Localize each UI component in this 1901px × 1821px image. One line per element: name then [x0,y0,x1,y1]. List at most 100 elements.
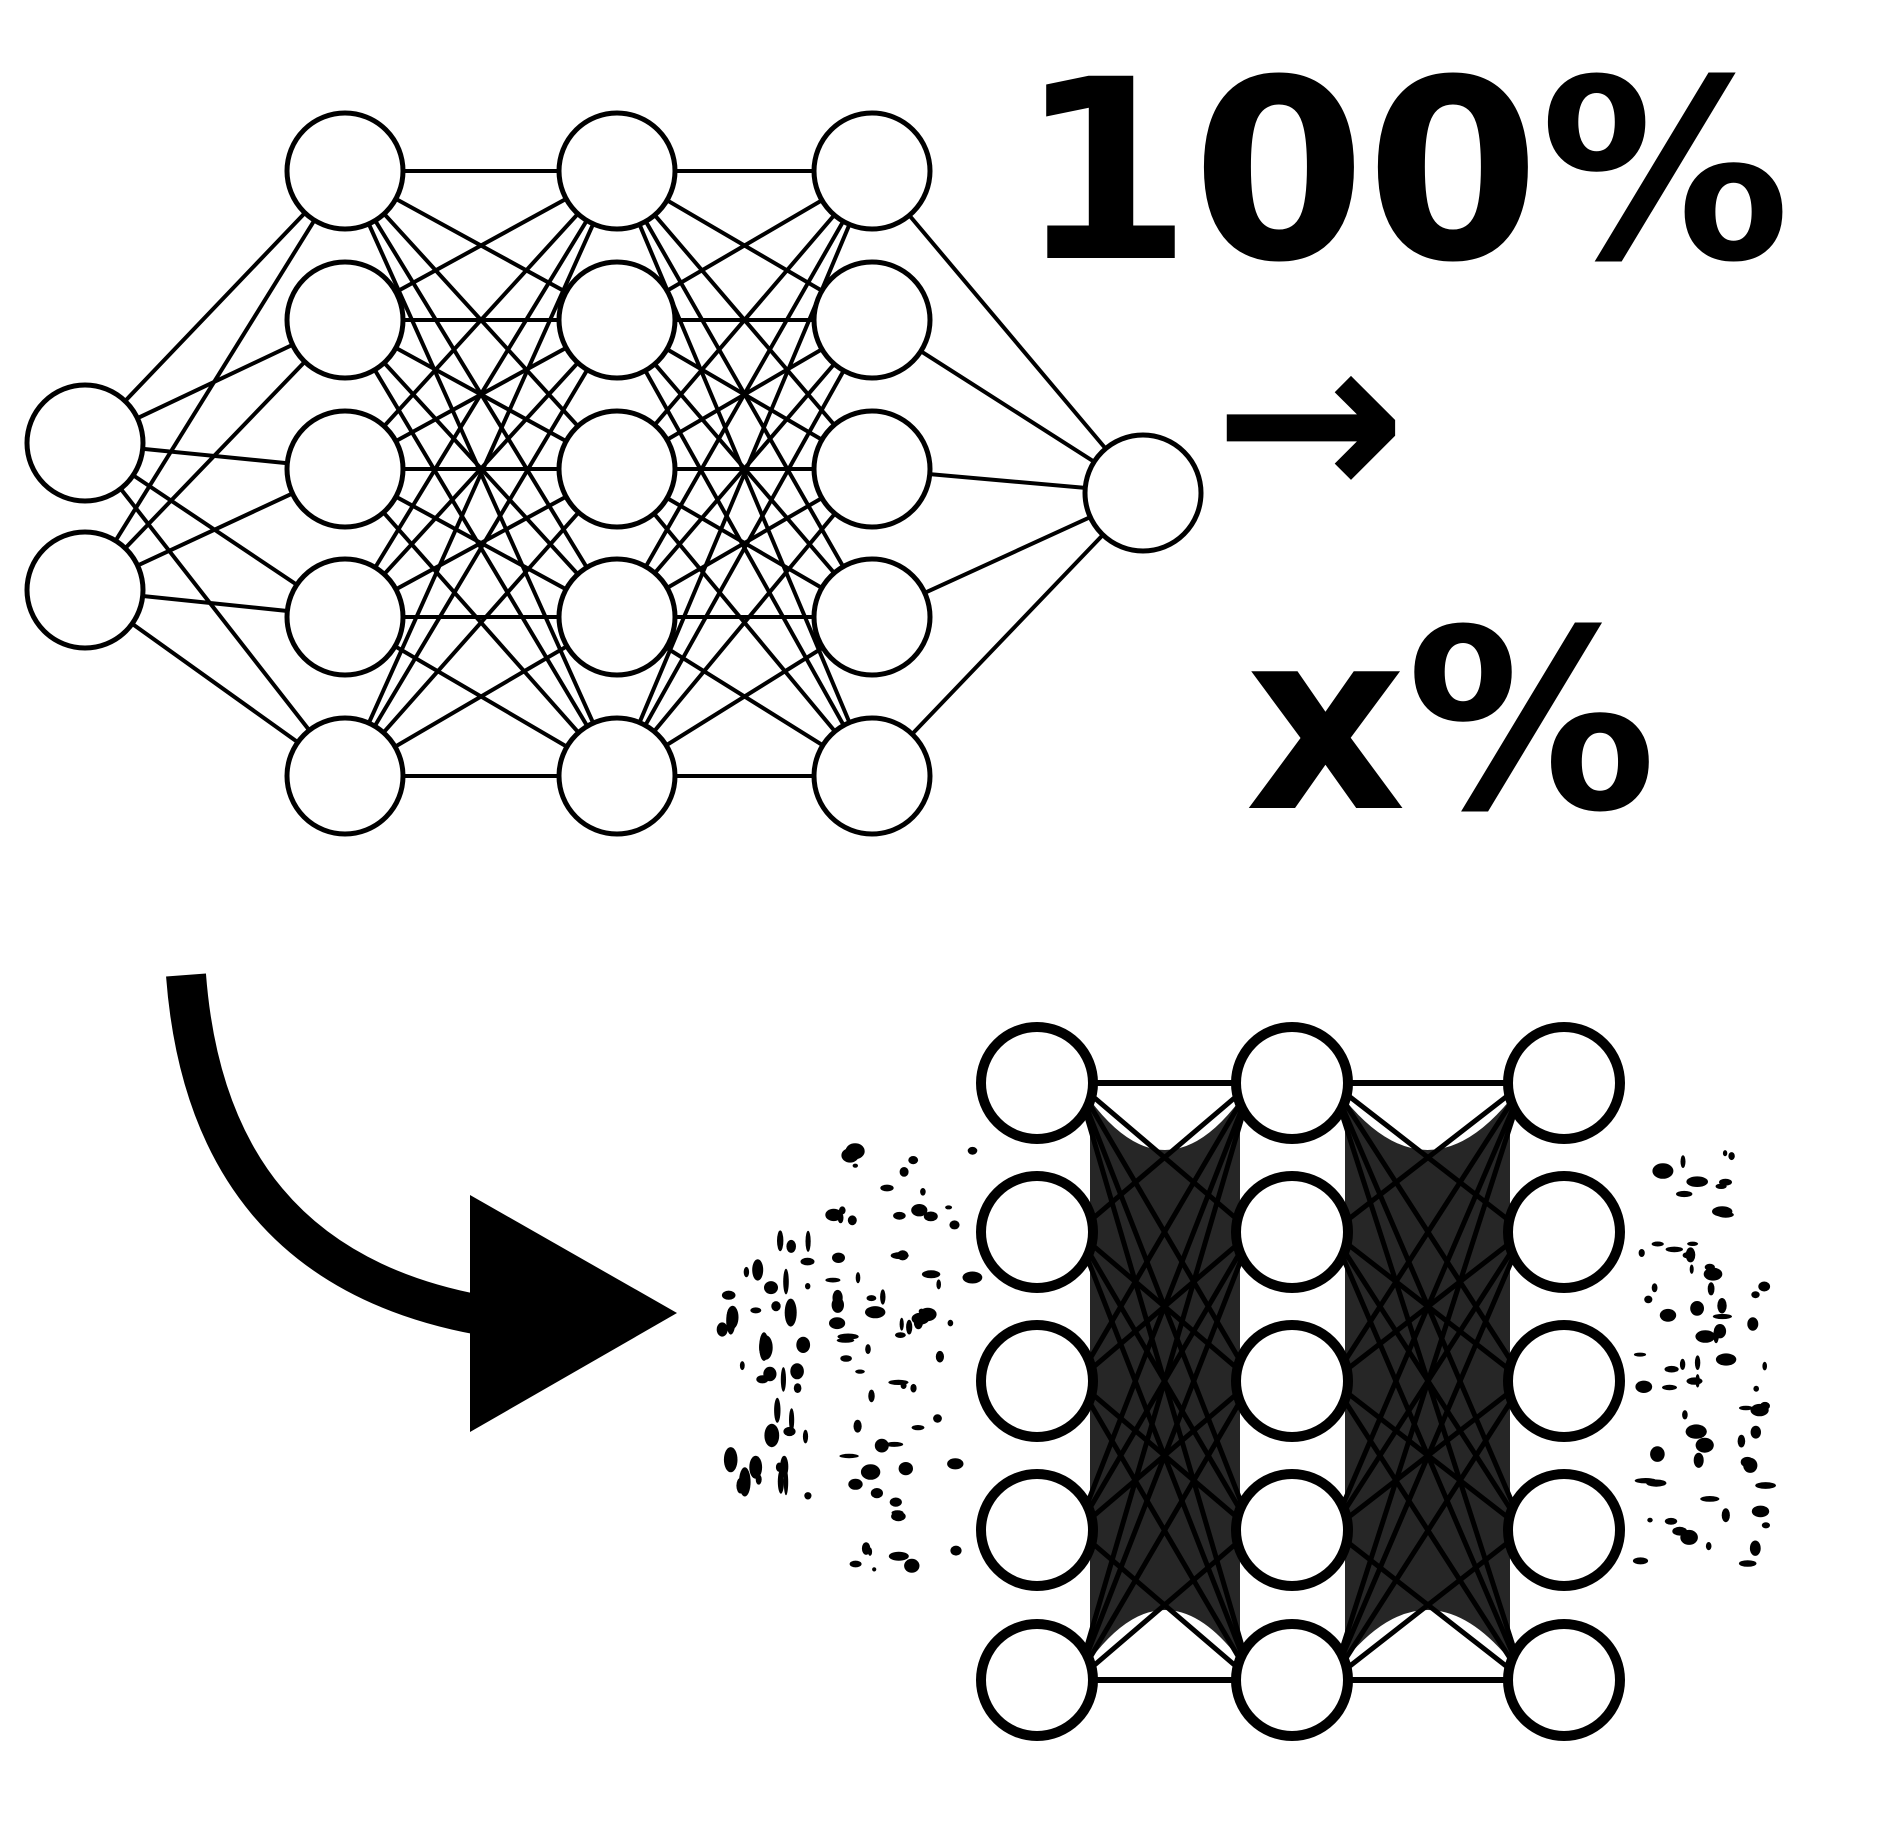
neuron-node [811,408,933,530]
noise-fragment [796,1336,811,1353]
noise-fragment [880,1184,894,1192]
noise-fragment [1695,1437,1714,1453]
noise-fragment [839,1453,859,1459]
noise-fragment [1680,1529,1698,1545]
noise-fragment [1761,1522,1770,1529]
neuron-node [976,1022,1098,1144]
noise-fragment [1638,1249,1645,1257]
noise-fragment [1662,1384,1677,1391]
noise-fragment [910,1383,917,1393]
noise-fragment [755,1474,762,1485]
neuron-node [1503,1619,1625,1741]
noise-fragment [777,1469,785,1494]
noise-fragment [805,1283,811,1290]
noise-fragment [1682,1410,1688,1420]
noise-fragment [1739,1405,1753,1411]
noise-fragment [933,1414,942,1423]
neuron-node [24,382,146,504]
neuron-node [1231,1320,1353,1442]
noise-fragment [1632,1557,1649,1565]
noise-fragment [1665,1246,1684,1253]
noise-fragment [1682,1252,1692,1259]
neuron-node [1231,1022,1353,1144]
noise-fragment [832,1289,843,1306]
neuron-node [556,715,678,837]
connection-line [870,169,1145,495]
noise-fragment [1679,1358,1686,1370]
neuron-node [976,1320,1098,1442]
noise-fragment [786,1239,796,1253]
noise-fragment [1728,1152,1735,1161]
neuron-node [976,1171,1098,1293]
noise-fragment [716,1322,728,1337]
noise-fragment [1686,1176,1708,1187]
neuron-node [1082,432,1204,554]
noise-fragment [802,1429,809,1444]
noise-fragment [1755,1482,1776,1489]
connection-line [343,467,619,778]
noise-fragment [895,1332,906,1338]
noise-fragment [1664,1365,1679,1373]
noise-fragment [911,1425,925,1431]
noise-fragment [1694,1355,1701,1370]
noise-fragment [950,1545,962,1556]
noise-fragment [1717,1298,1727,1314]
noise-fragment [849,1560,862,1568]
connection-line [615,170,874,777]
noise-fragment [852,1163,858,1168]
neuron-node [556,556,678,678]
noise-fragment [784,1298,797,1327]
noise-fragment [800,1257,815,1266]
noise-fragment [1680,1155,1686,1168]
noise-fragment [836,1338,855,1343]
noise-fragment [759,1332,769,1361]
neuron-node [976,1619,1098,1741]
neuron-node [284,556,406,678]
connection-bundle [1345,1100,1510,1660]
right-arrow-label: → [1214,288,1407,555]
noise-fragment [921,1270,941,1279]
noise-fragment [1695,1330,1716,1343]
noise-fragment [1651,1241,1664,1247]
noise-fragment [1685,1424,1707,1439]
noise-fragment [847,1215,857,1226]
connection-bundle [1090,1100,1240,1660]
noise-fragment [743,1266,750,1278]
noise-fragment [949,1220,960,1230]
noise-fragment [855,1272,861,1284]
noise-fragment [888,1551,909,1561]
neuron-node [1503,1469,1625,1591]
noise-fragment [829,1317,846,1330]
noise-fragment [1712,1313,1732,1320]
neuron-node [1231,1171,1353,1293]
noise-fragment [920,1188,926,1196]
noise-fragment [1743,1457,1758,1473]
noise-fragment [1712,1206,1733,1217]
neuron-node [811,715,933,837]
noise-fragment [936,1279,941,1290]
noise-fragment [893,1211,906,1220]
noise-fragment [1753,1385,1759,1392]
noise-fragment [1721,1508,1730,1523]
noise-fragment [899,1167,909,1177]
noise-fragment [962,1271,983,1284]
noise-fragment [1652,1163,1674,1179]
connection-line [83,169,347,445]
noise-fragment [904,1558,920,1573]
neuron-node [556,259,678,381]
noise-fragment [774,1397,781,1423]
noise-fragment [1705,1542,1712,1551]
neuron-node [24,529,146,651]
pruned-network [716,1022,1776,1741]
noise-fragment [1659,1308,1677,1322]
noise-fragment [1751,1291,1760,1299]
noise-fragment [739,1467,751,1497]
noise-fragment [840,1355,852,1362]
connection-line [615,319,874,777]
noise-fragment [911,1204,928,1217]
neuron-node [284,110,406,232]
noise-fragment [739,1361,745,1371]
noise-fragment [1747,1317,1759,1331]
noise-fragment [1635,1380,1653,1394]
noise-fragment [945,1205,953,1210]
